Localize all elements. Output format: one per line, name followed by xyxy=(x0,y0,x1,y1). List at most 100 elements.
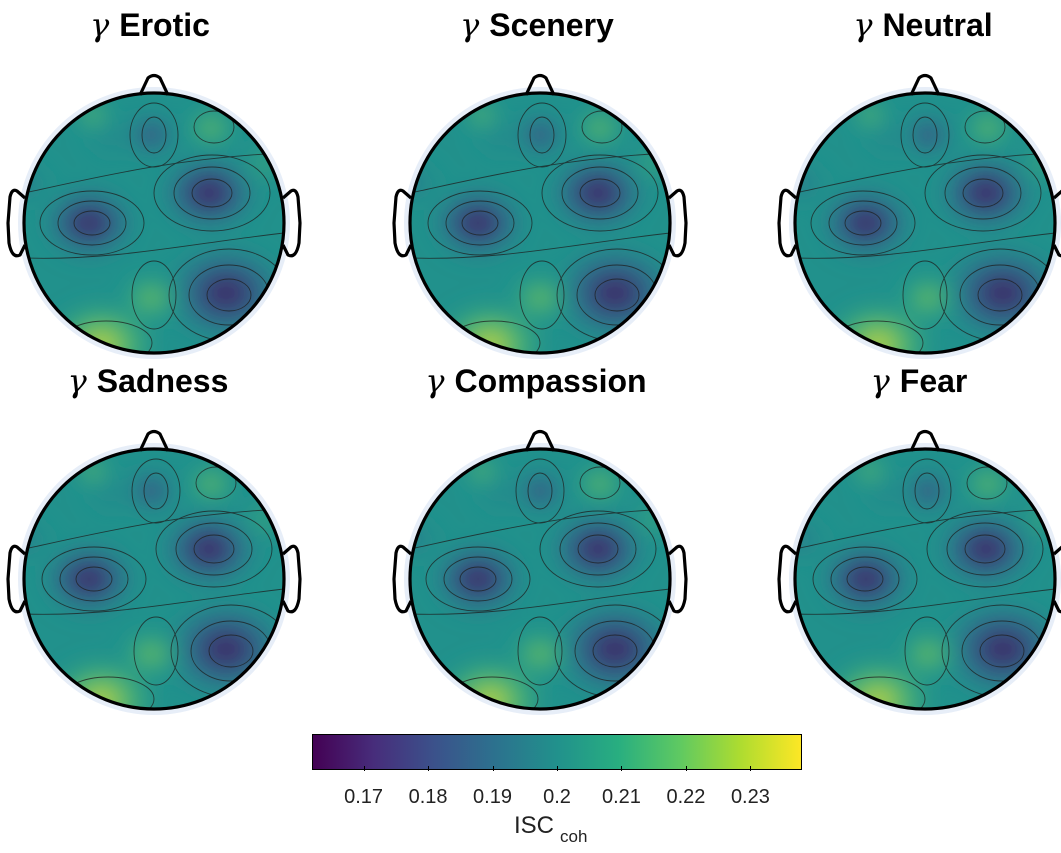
contour-line xyxy=(539,510,657,588)
contour-line xyxy=(966,466,1008,500)
contour-line xyxy=(577,534,619,564)
colorbar-tick-label: 0.23 xyxy=(730,786,770,808)
contour-line xyxy=(24,152,284,194)
contour-line xyxy=(902,458,952,524)
contour-line xyxy=(914,472,940,510)
topomap-sadness xyxy=(6,429,302,715)
head-outline xyxy=(392,429,688,711)
blob-left-temporal-low xyxy=(36,537,142,621)
nose-icon xyxy=(524,73,556,96)
contour-line xyxy=(561,166,639,220)
gamma-symbol: γ xyxy=(425,362,445,400)
contour-line xyxy=(977,278,1023,312)
contour-line xyxy=(173,166,251,220)
contour-line xyxy=(519,260,565,330)
contour-line xyxy=(427,190,533,256)
colorbar-tick-mark xyxy=(492,766,494,771)
colorbar-tick-mark xyxy=(750,766,752,771)
panel-title-sadness: γ Sadness xyxy=(0,362,318,400)
contour-line xyxy=(425,546,531,612)
nose-icon xyxy=(138,73,170,96)
colorbar-label-main: ISC xyxy=(514,812,555,839)
panel-title-scenery: γ Scenery xyxy=(367,6,707,44)
colorbar-tick-label: 0.17 xyxy=(344,786,384,808)
contour-line xyxy=(594,278,640,312)
scalp-map xyxy=(24,449,284,709)
blob-parietal-high xyxy=(113,268,189,328)
contour-line xyxy=(527,472,553,510)
head-outline xyxy=(777,429,1061,711)
condition-label: Compassion xyxy=(454,363,647,399)
contour-line xyxy=(41,546,147,612)
contour-line xyxy=(153,154,271,232)
right-ear-icon xyxy=(667,188,688,258)
contour-line xyxy=(944,166,1022,220)
head-outline xyxy=(6,73,302,355)
condition-label: Sadness xyxy=(96,363,229,399)
left-ear-icon xyxy=(6,188,27,258)
topomap-erotic xyxy=(6,73,302,359)
blob-left-temporal-low xyxy=(36,181,142,265)
blob-parietal-high xyxy=(502,268,578,328)
blob-left-edge-low xyxy=(24,153,61,213)
contour-line xyxy=(579,178,621,208)
contour-line xyxy=(59,556,129,602)
contour-line xyxy=(579,466,621,500)
head-outline xyxy=(6,429,302,711)
colorbar-tick-mark xyxy=(685,766,687,771)
blob-parietal-high xyxy=(890,624,966,684)
topomap-neutral xyxy=(777,73,1061,359)
contour-line xyxy=(461,210,499,236)
contour-line xyxy=(810,190,916,256)
contour-line xyxy=(795,508,1055,550)
contour-line xyxy=(410,508,670,550)
contour-line xyxy=(844,210,882,236)
head-circle xyxy=(408,91,672,355)
contour-line xyxy=(830,556,900,602)
colorbar-tick-label: 0.22 xyxy=(666,786,706,808)
head-circle xyxy=(22,447,286,711)
colorbar-tick-label: 0.21 xyxy=(602,786,641,808)
contour-line xyxy=(75,566,113,592)
contour-line xyxy=(410,232,670,259)
right-ear-icon xyxy=(281,544,302,614)
blob-left-temporal-low xyxy=(813,181,919,265)
contour-line xyxy=(131,458,181,524)
gamma-symbol: γ xyxy=(67,362,87,400)
head-circle xyxy=(22,91,286,355)
condition-label: Fear xyxy=(899,363,968,399)
colorbar xyxy=(312,734,802,770)
blob-left-temporal-low xyxy=(425,537,531,621)
contour-line xyxy=(143,472,169,510)
contour-line xyxy=(517,616,563,686)
scalp-map xyxy=(410,93,670,353)
contour-line xyxy=(517,102,567,168)
contour-line xyxy=(410,152,670,194)
head-circle xyxy=(408,447,672,711)
contour-line xyxy=(962,178,1004,208)
colorbar-tick-label: 0.19 xyxy=(473,786,512,808)
nose-icon xyxy=(909,73,941,96)
contour-line xyxy=(410,588,670,615)
contour-line xyxy=(912,116,938,154)
head-circle xyxy=(793,447,1057,711)
panel-title-fear: γ Fear xyxy=(749,362,1061,400)
colorbar-label-sub: coh xyxy=(560,827,588,846)
blob-left-edge-low xyxy=(24,509,61,569)
colorbar-tick-label: 0.2 xyxy=(543,786,571,808)
contour-line xyxy=(795,232,1055,259)
panel-title-compassion: γ Compassion xyxy=(366,362,706,400)
scalp-map xyxy=(795,449,1055,709)
contour-line xyxy=(964,534,1006,564)
contour-line xyxy=(193,534,235,564)
head-outline xyxy=(392,73,688,355)
contour-line xyxy=(581,110,623,144)
condition-label: Erotic xyxy=(119,7,210,43)
blob-parietal-high xyxy=(890,268,966,328)
contour-line xyxy=(902,260,948,330)
head-circle xyxy=(793,91,1057,355)
contour-line xyxy=(208,634,254,668)
contour-line xyxy=(846,566,884,592)
contour-line xyxy=(133,616,179,686)
panel-title-neutral: γ Neutral xyxy=(753,6,1061,44)
